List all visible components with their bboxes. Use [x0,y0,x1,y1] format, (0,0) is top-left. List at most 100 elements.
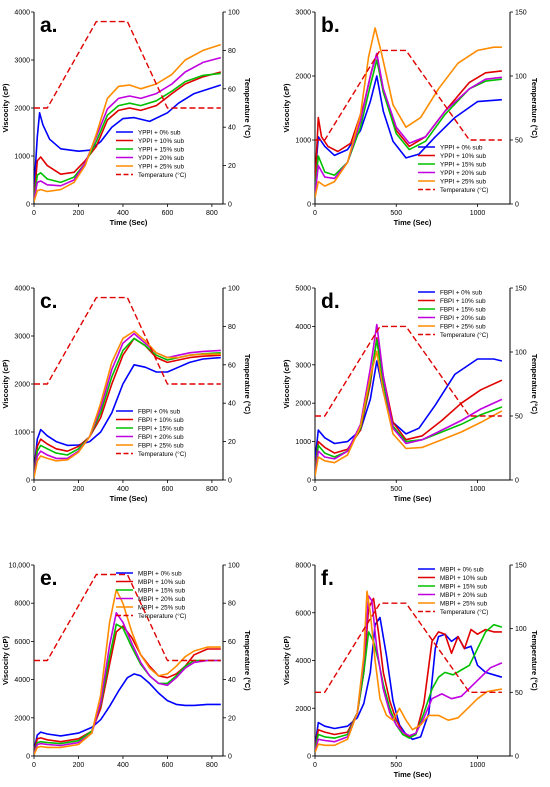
x-tick-label: 0 [32,762,36,769]
series-line-temp [34,296,221,385]
series-line-temp [315,602,502,693]
legend-entry: MBPI + 0% sub [138,570,182,577]
series-line-temp [315,49,502,141]
legend-entry: YPPI + 15% sub [440,161,487,168]
y2-tick-label: 150 [515,10,527,17]
series-line-temp [34,573,221,662]
series-line-25 [315,350,503,477]
x-tick-label: 800 [206,486,218,493]
x-tick-label: 1000 [470,486,486,493]
y2-tick-label: 150 [515,563,527,570]
y2-tick-label: 50 [515,414,523,421]
y2-tick-label: 60 [228,86,236,93]
y2-tick-label: 100 [515,74,527,81]
legend-entry: YPPI + 10% sub [440,153,487,160]
panel-label: b. [321,14,340,37]
legend-entry: YPPI + 0% sub [138,129,181,136]
legend-entry: Temperature (°C) [138,450,186,458]
y-tick-label: 2000 [14,382,30,389]
legend-entry: YPPI + 20% sub [138,155,185,162]
x-tick-label: 0 [32,486,36,493]
legend-entry: FBPI + 25% sub [440,323,486,330]
y-tick-label: 4000 [295,324,311,331]
series-line-0 [34,84,222,190]
legend-entry: FBPI + 0% sub [138,408,181,415]
y2-tick-label: 20 [228,715,236,722]
x-tick-label: 600 [162,486,174,493]
y2-axis-label: Temperature (°C) [530,78,539,139]
y2-tick-label: 40 [228,125,236,132]
y-tick-label: 0 [26,754,30,761]
y2-tick-label: 80 [228,601,236,608]
y2-tick-label: 150 [515,286,527,293]
series-line-10 [34,625,221,753]
series-line-25 [34,330,221,478]
y2-tick-label: 50 [515,138,523,145]
x-tick-label: 200 [73,210,85,217]
legend-entry: MBPI + 20% sub [138,596,186,603]
x-tick-label: 0 [313,762,317,769]
legend-entry: FBPI + 0% sub [440,289,483,296]
legend-entry: FBPI + 10% sub [138,417,184,424]
series-line-15 [315,59,502,192]
series-line-20 [34,56,222,201]
x-tick-label: 800 [206,210,218,217]
panel-e: 0 200 400 600 8000200040006000800010,0000204… [1,563,252,770]
panel-label: d. [321,290,340,313]
series-line-0 [315,75,502,179]
y2-tick-label: 100 [228,10,240,17]
y-tick-label: 2000 [295,74,311,81]
x-tick-label: 1000 [470,210,486,217]
y-tick-label: 5000 [295,286,311,293]
y2-axis-label: Temperature (°C) [530,630,539,691]
legend-entry: MBPI + 0% sub [440,566,484,573]
series-line-15 [315,338,503,473]
legend-entry: MBPI + 15% sub [440,583,488,590]
legend-entry: FBPI + 15% sub [440,306,486,313]
series-line-10 [34,71,222,200]
y2-axis-label: Temperature (°C) [243,354,252,415]
series-line-20 [315,52,502,195]
series-line-25 [315,27,502,198]
series-line-temp [315,325,502,417]
panel-f: 0 500 1000 0 2000 4000 6000 8000 0 50 100 150 Time (… [282,563,539,780]
series-line-20 [34,611,221,755]
y-tick-label: 0 [26,202,30,209]
y-tick-label: 6000 [295,610,311,617]
series-line-20 [315,323,503,475]
legend-entry: FBPI + 15% sub [138,425,184,432]
x-axis-label: Time (Sec) [394,770,432,779]
legend-entry: FBPI + 10% sub [440,298,486,305]
panel-c: 0 200 400 600 800 0 1000 2000 3000 4000 0 20 40 60 80 1… [1,286,252,504]
y2-tick-label: 80 [228,48,236,55]
series-line-15 [315,623,503,751]
panel-label: c. [40,290,58,313]
series-line-0 [34,673,221,751]
legend-entry: MBPI + 10% sub [440,575,488,582]
y-tick-label: 0 [307,202,311,209]
series-line-15 [34,72,221,200]
series-line-25 [34,43,222,202]
y-axis-label: Viscocity (cP) [282,359,291,409]
legend-entry: Temperature (°C) [440,608,488,616]
y-tick-label: 1000 [295,439,311,446]
y2-tick-label: 20 [228,163,236,170]
x-tick-label: 400 [117,210,129,217]
y-tick-label: 4000 [14,10,30,17]
x-tick-label: 1000 [470,762,486,769]
x-tick-label: 200 [73,486,85,493]
y2-axis-label: Temperature (°C) [530,354,539,415]
y2-tick-label: 100 [515,626,527,633]
y-tick-label: 4000 [295,658,311,665]
series-line-15 [34,623,221,754]
y2-tick-label: 0 [228,754,232,761]
y-tick-label: 3000 [295,10,311,17]
y2-tick-label: 50 [515,690,523,697]
legend-entry: FBPI + 20% sub [138,434,184,441]
x-axis-label: Time (Sec) [394,218,432,227]
y2-tick-label: 40 [228,677,236,684]
